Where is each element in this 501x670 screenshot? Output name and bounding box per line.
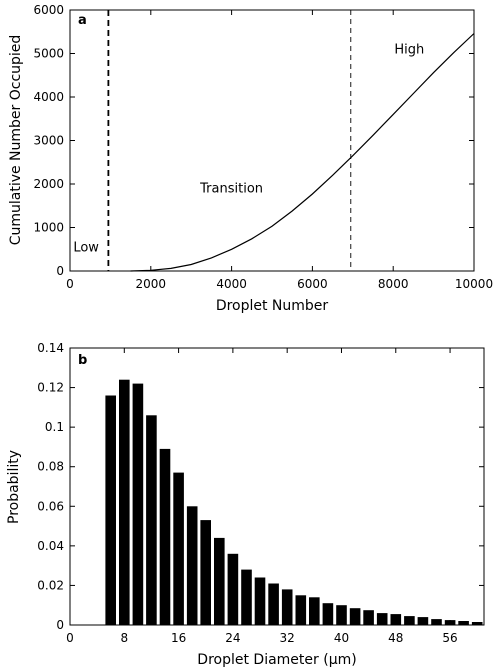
x-tick-label-b: 48	[388, 631, 403, 645]
y-tick-label-a: 2000	[33, 177, 64, 191]
region-label-2: Transition	[199, 182, 263, 197]
x-tick-label-a: 2000	[136, 277, 167, 291]
y-tick-label-b: 0.08	[37, 460, 64, 474]
bar	[309, 597, 320, 625]
bar	[214, 537, 225, 625]
x-tick-label-b: 24	[225, 631, 240, 645]
bar	[431, 619, 442, 625]
x-axis-label-b: Droplet Diameter (μm)	[197, 652, 356, 668]
bar	[268, 583, 279, 625]
x-tick-label-a: 6000	[297, 277, 328, 291]
panel-b-bar-chart: b 0 8 16 24 32 40 48 56 0 0.02 0.04 0.06 0.08 0.1 0.12…	[6, 341, 485, 668]
region-annotations: Low Transition High	[73, 43, 424, 256]
bar	[186, 506, 198, 625]
bar	[322, 603, 334, 625]
bar	[404, 616, 415, 625]
plot-frame-b	[69, 347, 485, 626]
x-tick-label-a: 10000	[455, 277, 493, 291]
panel-label-a: a	[78, 13, 87, 28]
y-tick-label-a: 6000	[33, 3, 64, 17]
bar	[417, 617, 429, 625]
y-tick-label-b: 0.02	[37, 578, 64, 592]
bar	[227, 553, 239, 625]
bar	[105, 395, 116, 625]
bar	[295, 595, 307, 625]
y-tick-label-a: 3000	[33, 134, 64, 148]
y-axis-label-b: Probability	[6, 450, 22, 524]
panel-a-line-chart: a 0 2000 4000 6000 8000 10000 0 1000 2000 3000 400…	[8, 3, 493, 314]
y-tick-label-b: 0.14	[37, 341, 64, 355]
bar	[349, 608, 361, 625]
bar	[281, 589, 293, 625]
region-label-3: High	[394, 43, 424, 58]
bar	[363, 610, 374, 625]
bar	[376, 613, 388, 625]
bar	[241, 569, 252, 625]
axis-ticks-a: 0 2000 4000 6000 8000 10000 0 1000 2000 3000 4000 5…	[33, 3, 493, 291]
x-tick-label-a: 0	[66, 277, 74, 291]
bar	[471, 622, 483, 625]
y-tick-label-a: 0	[56, 264, 64, 278]
bar	[200, 520, 211, 625]
x-tick-label-b: 8	[120, 631, 128, 645]
bar	[159, 448, 171, 625]
series-line-1	[130, 33, 475, 272]
x-tick-label-b: 40	[334, 631, 349, 645]
bar	[173, 472, 184, 625]
region-dividers	[107, 10, 352, 271]
x-tick-label-a: 8000	[378, 277, 409, 291]
x-tick-label-b: 32	[280, 631, 295, 645]
bar	[254, 577, 266, 625]
bar	[146, 415, 157, 625]
bar	[390, 614, 402, 625]
region-label-1: Low	[73, 240, 99, 255]
bar	[119, 379, 130, 625]
series-a	[130, 33, 475, 272]
bar	[132, 383, 144, 625]
x-tick-label-b: 56	[442, 631, 457, 645]
y-tick-label-b: 0.1	[45, 420, 64, 434]
axis-ticks-b: 0 8 16 24 32 40 48 56 0 0.02 0.04 0.06 0.08 0.1 0.12 0.…	[37, 341, 484, 645]
bars-b	[105, 379, 483, 625]
y-tick-label-a: 5000	[33, 47, 64, 61]
y-tick-label-b: 0.04	[37, 539, 64, 553]
bar	[458, 621, 469, 625]
panel-label-b: b	[78, 353, 87, 368]
y-tick-label-a: 1000	[33, 221, 64, 235]
x-tick-label-b: 16	[171, 631, 186, 645]
y-tick-label-a: 4000	[33, 90, 64, 104]
y-axis-label-a: Cumulative Number Occupied	[8, 35, 24, 246]
x-tick-label-b: 0	[66, 631, 74, 645]
y-tick-label-b: 0	[56, 618, 64, 632]
x-axis-label-a: Droplet Number	[216, 298, 329, 314]
y-tick-label-b: 0.12	[37, 381, 64, 395]
bar	[336, 605, 347, 625]
y-tick-label-b: 0.06	[37, 499, 64, 513]
x-tick-label-a: 4000	[216, 277, 247, 291]
